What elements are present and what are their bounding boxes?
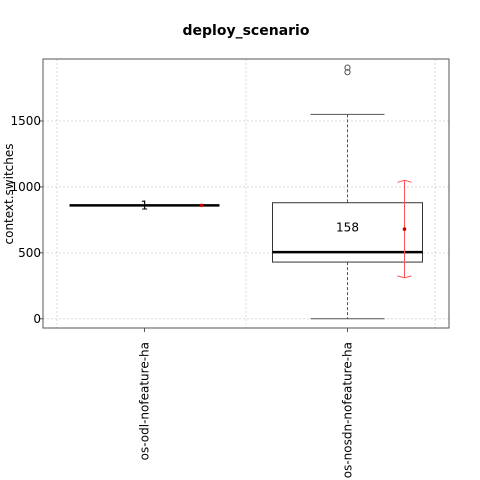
mean-ci-cap-top bbox=[397, 179, 412, 183]
y-axis-label: context.switches bbox=[2, 144, 16, 245]
mean-point bbox=[402, 227, 407, 231]
y-tick-label: 500 bbox=[18, 246, 41, 260]
plot-frame bbox=[42, 58, 450, 329]
marks-layer: 1 158 bbox=[69, 64, 423, 320]
count-label: 158 bbox=[336, 220, 359, 234]
y-tick-label: 1500 bbox=[10, 114, 41, 128]
x-tick-label: os-odl-nofeature-ha bbox=[138, 342, 152, 460]
grid-layer bbox=[43, 59, 449, 328]
y-tick-label: 0 bbox=[33, 312, 41, 326]
count-label: 1 bbox=[141, 198, 149, 212]
axis-layer: 0 500 1000 1500 os-odl-nofeature-ha os-nosdn-… bbox=[10, 114, 354, 478]
chart-title: deploy_scenario bbox=[183, 23, 310, 39]
outlier-point bbox=[344, 64, 351, 71]
x-tick-label: os-nosdn-nofeature-ha bbox=[341, 342, 355, 478]
mean-point bbox=[199, 203, 204, 208]
mean-ci-cap-bottom bbox=[397, 275, 412, 279]
outlier-point bbox=[344, 69, 351, 76]
y-tick-label: 1000 bbox=[10, 180, 41, 194]
